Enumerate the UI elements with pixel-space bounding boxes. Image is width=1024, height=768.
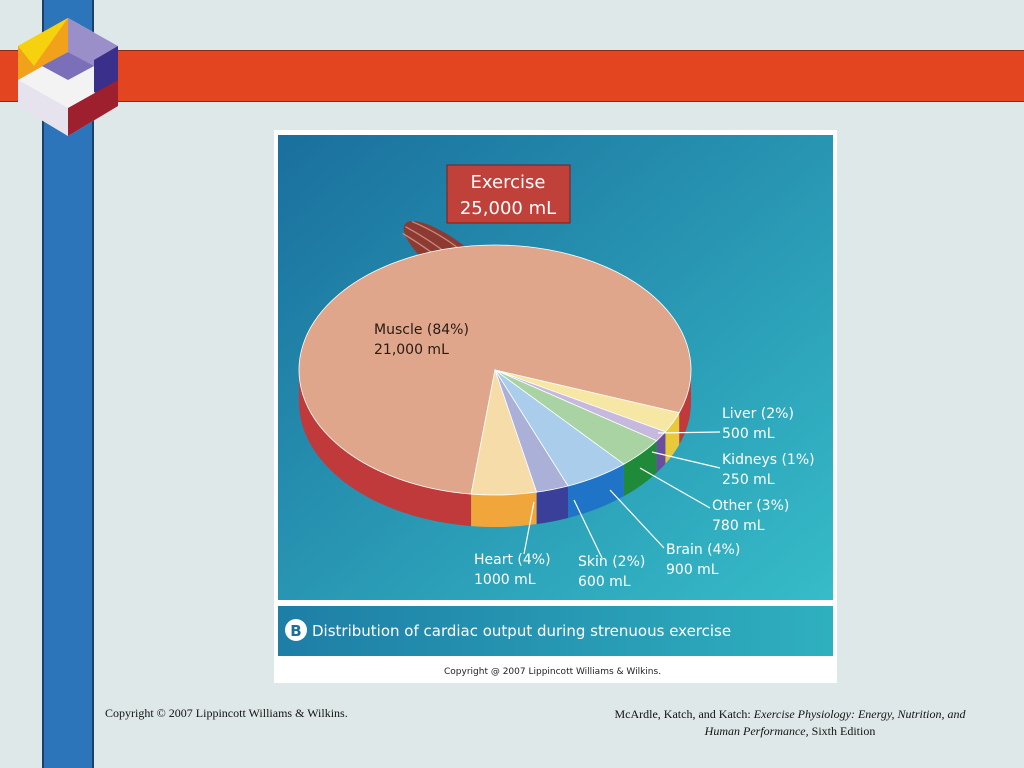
pie-side-liver (665, 412, 680, 464)
pie-side-kidneys (656, 431, 666, 473)
leader-brain (609, 489, 665, 549)
label-other-value: 780 mL (712, 518, 765, 534)
pie-side-heart (471, 492, 537, 527)
chart-title-line1: Exercise (471, 172, 546, 193)
pie-side-muscle (299, 370, 472, 527)
leader-lines (523, 431, 721, 559)
leader-other (639, 467, 711, 509)
footer-copyright: Copyright © 2007 Lippincott Williams & W… (105, 706, 348, 720)
title-box (446, 164, 571, 224)
pie-side-brain (568, 464, 624, 518)
label-liver-value: 500 mL (722, 426, 775, 442)
pie-chart: Exercise 25,000 mL Muscle (84%) 21,000 mL… (278, 135, 833, 656)
figure-caption: Distribution of cardiac output during st… (312, 622, 731, 640)
label-kidneys-name: Kidneys (1%) (722, 452, 815, 468)
label-muscle-name: Muscle (84%) (374, 322, 469, 338)
label-brain-name: Brain (4%) (666, 542, 740, 558)
label-brain-value: 900 mL (666, 562, 719, 578)
label-skin-name: Skin (2%) (578, 554, 645, 570)
label-muscle-value: 21,000 mL (374, 342, 449, 358)
footer-authors: McArdle, Katch, and Katch: (614, 707, 754, 721)
label-skin-value: 600 mL (578, 574, 631, 590)
caption-bar (278, 606, 833, 656)
cube-logo-icon (18, 18, 118, 136)
label-other-name: Other (3%) (712, 498, 789, 514)
pie-side-skin (536, 485, 569, 525)
pie-top-layer (298, 244, 692, 496)
chart-title-line2: 25,000 mL (460, 198, 556, 219)
footer-citation: McArdle, Katch, and Katch: Exercise Phys… (600, 706, 980, 740)
pie-side-muscle (679, 370, 691, 445)
label-heart-name: Heart (4%) (474, 552, 551, 568)
figure-panel: Exercise 25,000 mL Muscle (84%) 21,000 mL… (274, 130, 837, 683)
slice-labels: Muscle (84%) 21,000 mL Liver (2%) 500 mL Kid… (374, 322, 815, 590)
footer-edition: Sixth Edition (808, 724, 876, 738)
pie-slice-heart (470, 368, 538, 496)
label-kidneys-value: 250 mL (722, 472, 775, 488)
leader-heart (523, 501, 535, 555)
caption-letter-badge (285, 619, 307, 641)
top-accent-bar (0, 50, 1024, 102)
leader-skin (573, 499, 603, 559)
label-heart-value: 1000 mL (474, 572, 536, 588)
footer-book-title: Exercise Physiology: Energy, Nutrition, … (704, 707, 966, 738)
caption-letter: B (290, 622, 301, 640)
label-liver-name: Liver (2%) (722, 406, 794, 422)
leader-kidneys (651, 451, 721, 469)
leader-liver (657, 431, 721, 434)
